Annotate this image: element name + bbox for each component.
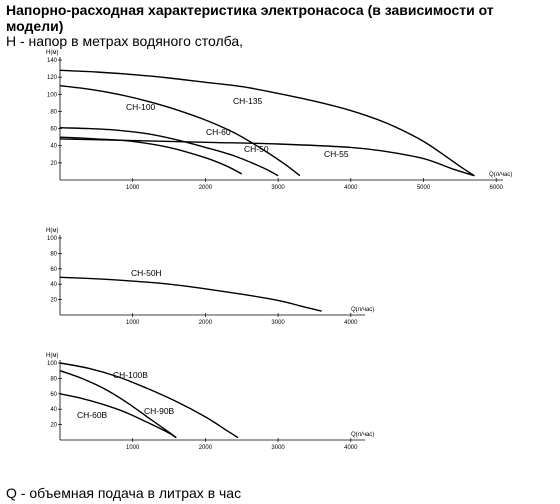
series-line-ch-55 <box>59 138 475 177</box>
pump-curve-chart-middle: 20 40 60 80 100 1000 2000 3000 4000 H(м) Q(л/час) C… <box>46 228 374 326</box>
series-label-ch-60b: CH-60B <box>77 410 108 420</box>
y-tick-label: 40 <box>50 144 57 150</box>
series-line-ch-90b <box>59 370 177 439</box>
x-tick-label: 2000 <box>199 185 213 191</box>
y-tick-label: 80 <box>50 376 57 382</box>
y-axis-label: H(м) <box>46 353 58 359</box>
x-tick-label: 2000 <box>199 445 213 451</box>
series-label-ch-90b: CH-90B <box>144 406 175 416</box>
y-tick-label: 140 <box>47 58 58 64</box>
page-title: Напорно-расходная характеристика электро… <box>6 2 494 34</box>
x-tick-label: 3000 <box>271 320 285 326</box>
x-axis-label: Q(л/час) <box>351 432 374 438</box>
series-label-ch-100b: CH-100B <box>113 370 148 380</box>
series-line-ch-60b <box>59 393 177 439</box>
x-tick-label: 1000 <box>126 445 140 451</box>
y-tick-label: 40 <box>50 407 57 413</box>
x-tick-label: 4000 <box>344 185 358 191</box>
x-tick-label: 6000 <box>490 185 504 191</box>
y-axis-label: H(м) <box>46 50 58 56</box>
series-line-ch-100 <box>59 85 301 177</box>
series-label-ch-135: CH-135 <box>233 96 263 106</box>
y-tick-label: 120 <box>47 75 58 81</box>
y-tick-label: 60 <box>50 267 57 273</box>
x-tick-label: 3000 <box>271 185 285 191</box>
x-axis-label: Q(л/час) <box>489 172 512 178</box>
pump-curve-chart-bottom: 20 40 60 80 100 1000 2000 3000 4000 H(м) Q(л/час) C… <box>46 353 374 451</box>
y-tick-label: 40 <box>50 282 57 288</box>
x-axis-label: Q(л/час) <box>351 307 374 313</box>
series-label-ch-60: CH-60 <box>206 127 231 137</box>
y-tick-label: 60 <box>50 127 57 133</box>
page-footer: Q - объемная подача в литрах в час <box>6 485 242 501</box>
y-tick-label: 100 <box>47 92 58 98</box>
x-tick-label: 5000 <box>417 185 431 191</box>
series-line-ch-60 <box>59 127 279 177</box>
series-line-ch-100b <box>59 362 239 439</box>
y-tick-label: 80 <box>50 109 57 115</box>
y-tick-label: 100 <box>47 361 58 367</box>
page-subtitle: H - напор в метрах водяного столба, <box>6 33 244 49</box>
y-axis-label: H(м) <box>46 228 58 234</box>
y-tick-label: 20 <box>50 423 57 429</box>
y-tick-label: 80 <box>50 251 57 257</box>
y-tick-label: 20 <box>50 298 57 304</box>
x-tick-label: 2000 <box>199 320 213 326</box>
series-label-ch-55: CH-55 <box>324 149 349 159</box>
series-line-ch-135 <box>59 69 475 177</box>
x-tick-label: 4000 <box>344 320 358 326</box>
series-line-ch-50 <box>59 136 243 175</box>
pump-curve-chart-top: 20 40 60 80 100 120 140 1000 2000 3000 4000 5000 600… <box>46 50 512 191</box>
x-tick-label: 3000 <box>271 445 285 451</box>
x-tick-label: 1000 <box>126 185 140 191</box>
series-line-ch-50h <box>59 276 322 312</box>
y-tick-label: 20 <box>50 161 57 167</box>
y-tick-label: 60 <box>50 392 57 398</box>
x-tick-label: 4000 <box>344 445 358 451</box>
series-label-ch-50: CH-50 <box>244 144 269 154</box>
x-tick-label: 1000 <box>126 320 140 326</box>
series-label-ch-100: CH-100 <box>126 102 156 112</box>
y-tick-label: 100 <box>47 236 58 242</box>
series-label-ch-50h: CH-50H <box>131 268 162 278</box>
